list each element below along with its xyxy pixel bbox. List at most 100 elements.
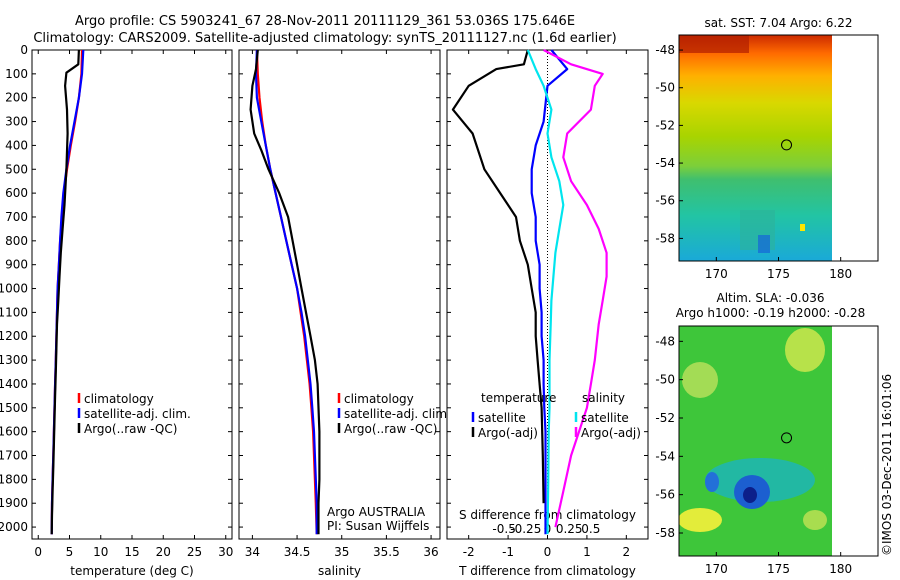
x-tick-label: 15	[124, 545, 139, 559]
series-line-salinity-argo-adj-	[543, 49, 608, 528]
y-tick-label: 1000	[0, 282, 28, 296]
legend-entry: satellite	[478, 411, 526, 425]
y-tick-label: -58	[655, 526, 675, 540]
figure-title-line-1: Argo profile: CS 5903241_67 28-Nov-2011 …	[74, 14, 576, 29]
legend-entry: climatology	[84, 392, 154, 406]
x-tick-label: 180	[829, 267, 852, 281]
y-tick-label: 300	[5, 115, 28, 129]
y-tick-label: 800	[5, 234, 28, 248]
map-panel-sla: 170 175 180 -48 -50 -52 -54 -56 -58 Altim. SLA: -…	[655, 291, 879, 576]
x-tick-label: 0	[34, 545, 42, 559]
y-tick-label: -48	[655, 43, 675, 57]
x-tick-label: 1	[583, 545, 591, 559]
y-tick-label: 0	[20, 43, 28, 57]
x-tick-label: 30	[218, 545, 233, 559]
profile-location-marker	[781, 432, 793, 444]
x-tick-label: 25	[187, 545, 202, 559]
y-tick-label: 1300	[0, 353, 28, 367]
sst-warm-patch	[679, 35, 749, 53]
y-tick-label: 200	[5, 91, 28, 105]
x2-tick-label: -0.25	[510, 522, 541, 536]
legend-entry: Argo(..raw -QC)	[344, 422, 437, 436]
legend-entry: Argo(-adj)	[581, 426, 641, 440]
legend-heading: salinity	[582, 391, 625, 405]
profile-panel-temp: 0 5 10 15 20 25 300100200300400500600700800900…	[0, 43, 233, 578]
x-axis-label: T difference from climatology	[458, 564, 636, 578]
sla-high-patch	[679, 508, 722, 532]
x-tick-label: -1	[502, 545, 514, 559]
y-tick-label: 400	[5, 138, 28, 152]
y-tick-label: 1900	[0, 496, 28, 510]
panel-annotation: Argo AUSTRALIA	[327, 505, 426, 519]
x-tick-label: 2	[623, 545, 631, 559]
x-tick-label: 35.5	[373, 545, 400, 559]
profile-location-marker	[781, 139, 793, 151]
y-tick-label: -52	[655, 411, 675, 425]
x-tick-label: 0	[544, 545, 552, 559]
legend-heading: temperature	[481, 391, 556, 405]
series-line-argo-raw-qc-	[50, 49, 80, 535]
x-tick-label: 170	[705, 562, 728, 576]
sla-high-patch	[803, 510, 827, 530]
x-tick-label: -2	[463, 545, 475, 559]
x-tick-label: 10	[93, 545, 108, 559]
series-line-satellite-adj-clim-	[254, 49, 318, 535]
y-tick-label: 600	[5, 186, 28, 200]
legend-entry: satellite-adj. clim.	[344, 407, 451, 421]
y-tick-label: -54	[655, 156, 675, 170]
x-tick-label: 36	[423, 545, 438, 559]
y-tick-label: 1600	[0, 425, 28, 439]
sla-high-patch	[682, 362, 718, 398]
figure-title-line-2: Climatology: CARS2009. Satellite-adjuste…	[33, 31, 617, 46]
series-line-argo-raw-qc-	[249, 49, 321, 535]
y-tick-label: 100	[5, 67, 28, 81]
x-axis-label: temperature (deg C)	[70, 564, 193, 578]
panel-frame	[31, 49, 233, 540]
map-title: sat. SST: 7.04 Argo: 6.22	[704, 16, 852, 30]
map-field	[679, 35, 832, 261]
copyright-credit: ©IMOS 03-Dec-2011 16:01:06	[880, 373, 894, 556]
y-tick-label: 1200	[0, 329, 28, 343]
y-tick-label: 1100	[0, 305, 28, 319]
legend-entry: satellite	[581, 411, 629, 425]
y-tick-label: -58	[655, 231, 675, 245]
x-tick-label: 5	[66, 545, 74, 559]
series-line-salinity-satellite	[526, 49, 565, 535]
y-tick-label: -54	[655, 449, 675, 463]
sla-low-center	[743, 487, 757, 503]
x2-tick-label: -0.5	[492, 522, 515, 536]
map-subtitle: Argo h1000: -0.19 h2000: -0.28	[676, 306, 866, 320]
y-tick-label: 2000	[0, 520, 28, 534]
series-line-temperature-argo-adj-	[451, 49, 545, 504]
legend-entry: Argo(-adj)	[478, 426, 538, 440]
y-tick-label: -56	[655, 194, 675, 208]
y-tick-label: 1400	[0, 377, 28, 391]
y-tick-label: 700	[5, 210, 28, 224]
series-line-temperature-satellite	[530, 49, 569, 535]
panel-annotation: PI: Susan Wijffels	[327, 519, 429, 533]
legend-entry: climatology	[344, 392, 414, 406]
y-tick-label: 1500	[0, 401, 28, 415]
x-tick-label: 180	[829, 562, 852, 576]
x-tick-label: 34	[245, 545, 260, 559]
x-tick-label: 34.5	[284, 545, 311, 559]
x-tick-label: 170	[705, 267, 728, 281]
y-tick-label: -50	[655, 373, 675, 387]
legend-entry: Argo(..raw -QC)	[84, 422, 177, 436]
x2-tick-label: 0.25	[556, 522, 583, 536]
y-tick-label: 1700	[0, 449, 28, 463]
profile-panel-sal: 34 34.5 35 35.5 36 salinity climatologysatelli…	[238, 49, 451, 578]
y-tick-label: -52	[655, 118, 675, 132]
x-tick-label: 175	[767, 267, 790, 281]
panel-frame	[238, 49, 441, 540]
sla-high-patch	[785, 328, 825, 372]
y-tick-label: 500	[5, 162, 28, 176]
y-tick-label: -50	[655, 81, 675, 95]
x-tick-label: 20	[156, 545, 171, 559]
sst-cold-spot	[758, 235, 770, 253]
map-panel-sst: 170 175 180 -48 -50 -52 -54 -56 -58 sat. SST: 7.0…	[655, 16, 879, 281]
y-tick-label: 1800	[0, 472, 28, 486]
x-axis-label: salinity	[318, 564, 361, 578]
legend-entry: satellite-adj. clim.	[84, 407, 191, 421]
